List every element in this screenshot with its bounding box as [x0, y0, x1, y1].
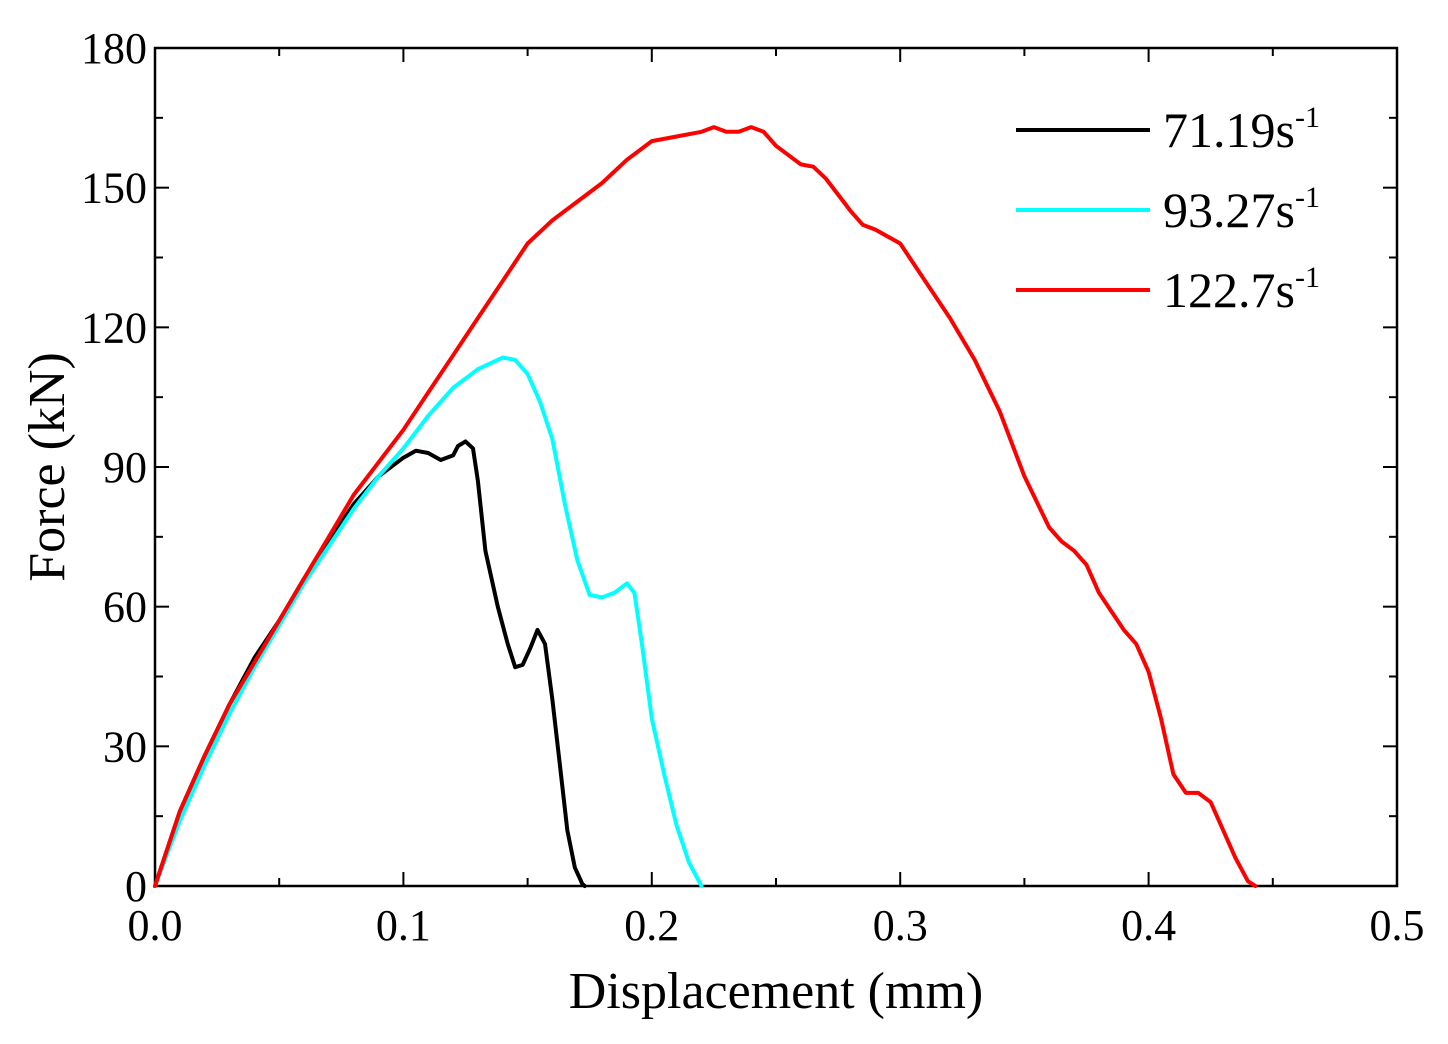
x-tick-label: 0.4 [1121, 901, 1176, 950]
x-tick-label: 0.2 [624, 901, 679, 950]
legend-superscript: -1 [1295, 261, 1320, 294]
y-tick-label: 150 [81, 164, 147, 213]
plot-frame [153, 46, 1399, 888]
series-line-1 [153, 439, 587, 888]
y-tick-label: 120 [81, 303, 147, 352]
x-tick-label: 0.3 [873, 901, 928, 950]
y-axis-title: Force (kN) [19, 352, 76, 582]
y-axis-ticks: 0 30 60 90 120 150 180 [81, 24, 1397, 911]
y-tick-label: 60 [103, 583, 147, 632]
y-tick-label: 90 [103, 443, 147, 492]
legend-superscript: -1 [1295, 101, 1320, 134]
legend-label-1: 71.19s-1 [1163, 101, 1320, 158]
x-axis-title: Displacement (mm) [569, 963, 983, 1020]
legend-label-3: 122.7s-1 [1163, 261, 1320, 318]
y-tick-label: 0 [125, 862, 147, 911]
series-line-2 [153, 355, 704, 888]
legend-label-2: 93.27s-1 [1163, 181, 1320, 238]
x-tick-label: 0.0 [128, 901, 183, 950]
x-tick-label: 0.1 [376, 901, 431, 950]
x-tick-label: 0.5 [1370, 901, 1425, 950]
y-tick-label: 30 [103, 722, 147, 771]
x-axis-ticks: 0.0 0.1 0.2 0.3 0.4 0.5 [128, 48, 1425, 950]
legend: 71.19s-1 93.27s-1 122.7s-1 [1016, 101, 1320, 318]
series-lines [153, 125, 1258, 888]
series-line-3 [153, 125, 1258, 888]
y-tick-label: 180 [81, 24, 147, 73]
legend-superscript: -1 [1295, 181, 1320, 214]
